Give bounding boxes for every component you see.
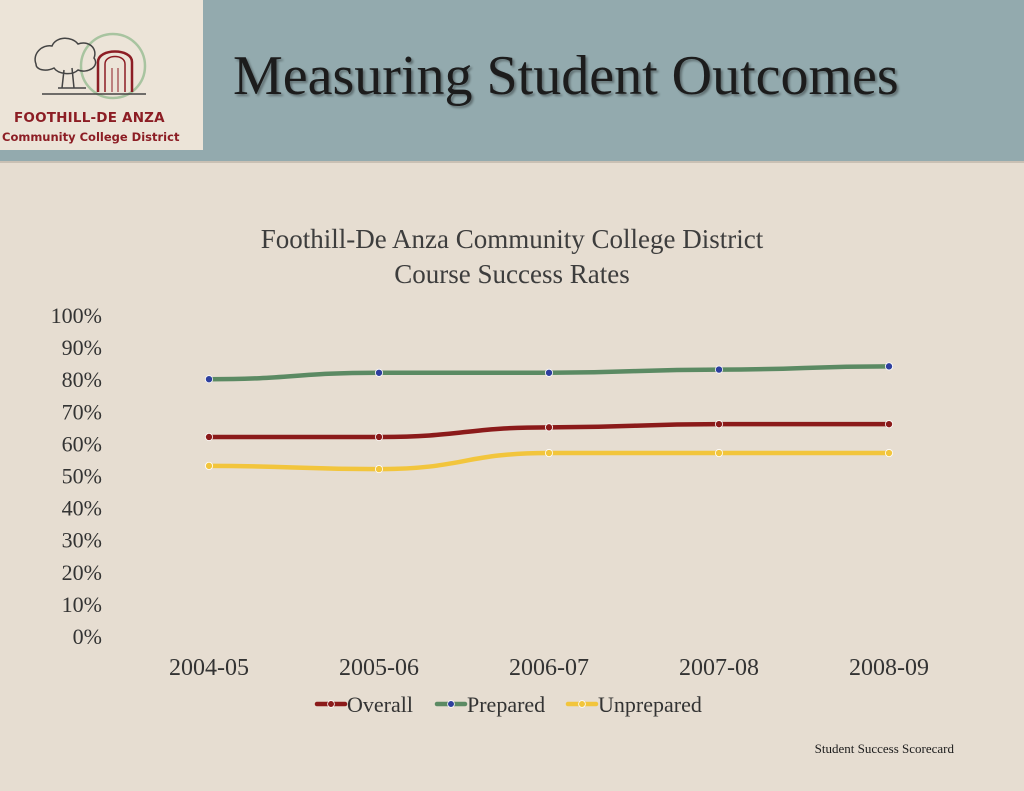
x-tick-label: 2007-08: [679, 655, 759, 681]
legend-label-unprepared: Unprepared: [598, 692, 702, 717]
y-tick-label: 50%: [62, 464, 102, 489]
data-point-overall: [374, 432, 383, 441]
district-logo: FOOTHILL-DE ANZA Community College Distr…: [0, 0, 203, 150]
x-tick-label: 2008-09: [849, 655, 929, 681]
data-point-prepared: [885, 362, 894, 371]
footer-text: Student Success Scorecard: [814, 741, 954, 756]
data-point-overall: [545, 423, 554, 432]
y-tick-label: 20%: [62, 560, 102, 585]
y-tick-label: 30%: [62, 528, 102, 553]
y-tick-label: 70%: [62, 399, 102, 424]
data-point-prepared: [545, 368, 554, 377]
y-tick-label: 90%: [62, 335, 102, 360]
data-point-overall: [204, 432, 213, 441]
data-point-prepared: [374, 368, 383, 377]
legend-marker-unprepared: [578, 700, 586, 708]
line-chart: 0% 10% 20% 30% 40% 50% 60% 70% 80% 90% 100% 2004-05…: [51, 303, 929, 717]
chart-title-line1: Foothill-De Anza Community College Distr…: [260, 224, 764, 254]
y-tick-label: 80%: [62, 367, 102, 392]
legend-label-prepared: Prepared: [467, 692, 545, 717]
data-point-unprepared: [374, 465, 383, 474]
legend-marker-prepared: [447, 700, 455, 708]
x-tick-label: 2005-06: [339, 655, 419, 681]
chart-title-line2: Course Success Rates: [394, 259, 630, 289]
data-point-overall: [885, 420, 894, 429]
logo-text-college: Community College District: [2, 130, 180, 144]
legend-marker-overall: [327, 700, 335, 708]
data-point-overall: [715, 420, 724, 429]
data-point-unprepared: [204, 461, 213, 470]
legend-label-overall: Overall: [347, 692, 413, 717]
y-tick-label: 0%: [73, 624, 102, 649]
chart-title: Foothill-De Anza Community College Distr…: [112, 222, 912, 292]
y-tick-label: 10%: [62, 592, 102, 617]
y-tick-label: 100%: [51, 303, 102, 328]
data-point-unprepared: [715, 449, 724, 458]
data-point-unprepared: [545, 449, 554, 458]
x-tick-label: 2004-05: [169, 655, 249, 681]
y-tick-label: 40%: [62, 496, 102, 521]
data-point-prepared: [715, 365, 724, 374]
x-tick-label: 2006-07: [509, 655, 589, 681]
logo-text-district: FOOTHILL-DE ANZA: [14, 110, 165, 126]
data-point-prepared: [204, 375, 213, 384]
y-tick-label: 60%: [62, 431, 102, 456]
tree-and-arch-logo-icon: [34, 32, 147, 100]
data-point-unprepared: [885, 449, 894, 458]
page-title: Measuring Student Outcomes: [233, 45, 899, 107]
